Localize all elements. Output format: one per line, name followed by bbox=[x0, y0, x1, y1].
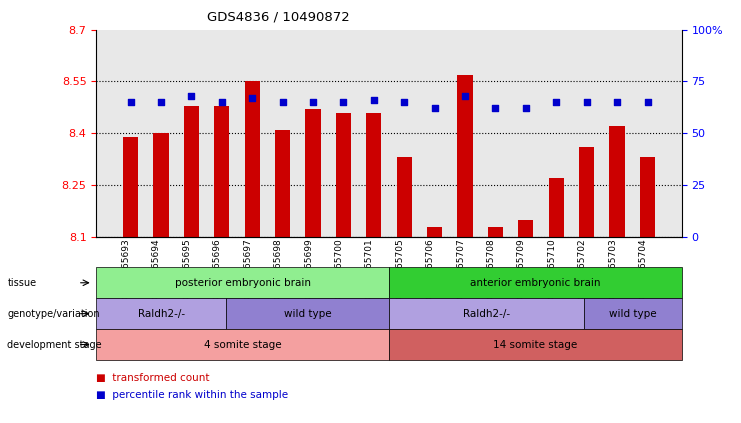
Bar bbox=[305, 109, 321, 237]
Point bbox=[399, 99, 411, 106]
Text: 4 somite stage: 4 somite stage bbox=[204, 340, 282, 349]
Bar bbox=[214, 106, 230, 237]
Point bbox=[581, 99, 593, 106]
Bar bbox=[610, 126, 625, 237]
Bar bbox=[336, 113, 351, 237]
Text: posterior embryonic brain: posterior embryonic brain bbox=[175, 278, 310, 288]
Bar bbox=[396, 157, 412, 237]
Point bbox=[429, 105, 441, 112]
Bar bbox=[518, 220, 534, 237]
Point bbox=[368, 97, 379, 104]
Text: GDS4836 / 10490872: GDS4836 / 10490872 bbox=[207, 11, 350, 24]
Bar bbox=[153, 133, 168, 237]
Point bbox=[337, 99, 349, 106]
Point bbox=[216, 99, 227, 106]
Point bbox=[124, 99, 136, 106]
Bar bbox=[123, 137, 138, 237]
Text: anterior embryonic brain: anterior embryonic brain bbox=[470, 278, 601, 288]
Point bbox=[642, 99, 654, 106]
Bar bbox=[427, 226, 442, 237]
Point bbox=[490, 105, 502, 112]
Text: genotype/variation: genotype/variation bbox=[7, 309, 100, 319]
Point bbox=[611, 99, 623, 106]
Text: tissue: tissue bbox=[7, 278, 36, 288]
Bar bbox=[640, 157, 655, 237]
Point bbox=[307, 99, 319, 106]
Point bbox=[155, 99, 167, 106]
Text: Raldh2-/-: Raldh2-/- bbox=[138, 309, 185, 319]
Bar bbox=[579, 147, 594, 237]
Text: wild type: wild type bbox=[609, 309, 657, 319]
Bar bbox=[457, 74, 473, 237]
Point bbox=[551, 99, 562, 106]
Bar bbox=[275, 130, 290, 237]
Text: ■  transformed count: ■ transformed count bbox=[96, 373, 210, 383]
Point bbox=[520, 105, 532, 112]
Point bbox=[246, 95, 258, 102]
Bar bbox=[366, 113, 382, 237]
Point bbox=[276, 99, 288, 106]
Point bbox=[185, 93, 197, 99]
Text: development stage: development stage bbox=[7, 340, 102, 349]
Bar bbox=[245, 81, 260, 237]
Text: Raldh2-/-: Raldh2-/- bbox=[463, 309, 510, 319]
Text: wild type: wild type bbox=[284, 309, 331, 319]
Text: 14 somite stage: 14 somite stage bbox=[494, 340, 577, 349]
Text: ■  percentile rank within the sample: ■ percentile rank within the sample bbox=[96, 390, 288, 400]
Bar bbox=[488, 226, 503, 237]
Point bbox=[459, 93, 471, 99]
Bar bbox=[548, 178, 564, 237]
Bar bbox=[184, 106, 199, 237]
